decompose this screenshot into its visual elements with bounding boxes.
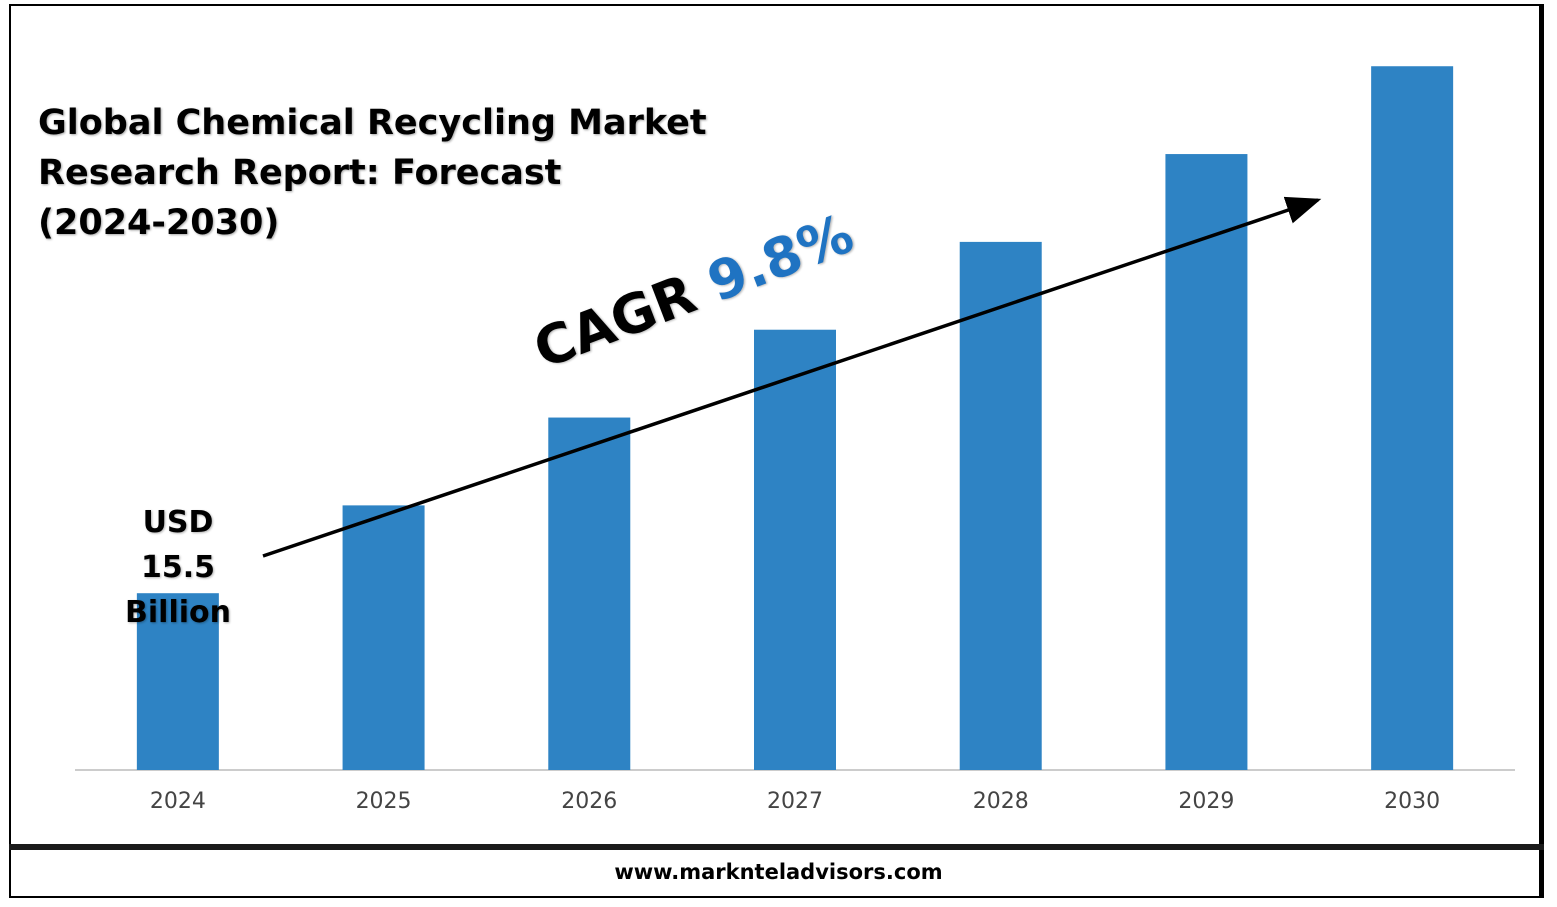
x-tick-2026: 2026 <box>561 789 617 814</box>
bar-2027 <box>754 329 836 770</box>
start-label-line-2: 15.5 <box>140 550 216 585</box>
chart-frame <box>9 4 1544 898</box>
bar-2030 <box>1371 66 1454 770</box>
title-line-2: Research Report: Forecast <box>38 153 562 193</box>
footer-divider <box>9 844 1544 850</box>
x-tick-2030: 2030 <box>1384 789 1440 814</box>
bar-2024 <box>136 593 219 770</box>
footer-url: www.marknteladvisors.com <box>614 860 943 884</box>
x-tick-2025: 2025 <box>356 789 412 814</box>
title-line-1: Global Chemical Recycling Market <box>38 103 707 143</box>
growth-arrow <box>262 196 1322 558</box>
x-tick-2029: 2029 <box>1178 789 1234 814</box>
start-label-line-1: USD <box>142 505 214 540</box>
bar-2028 <box>959 241 1042 770</box>
x-tick-2028: 2028 <box>973 789 1029 814</box>
bar-group <box>136 66 1454 770</box>
x-tick-2027: 2027 <box>767 789 823 814</box>
bar-2026 <box>548 417 631 770</box>
title-line-3: (2024-2030) <box>38 203 280 243</box>
bar-2025 <box>342 505 425 770</box>
bar-2029 <box>1165 154 1248 770</box>
x-tick-2024: 2024 <box>150 789 206 814</box>
chart-title: Global Chemical Recycling Market Researc… <box>38 98 758 248</box>
tick-label-group: 2024 2025 2026 2027 2028 2029 2030 <box>150 789 1440 814</box>
start-value-label: USD 15.5 Billion <box>118 500 238 635</box>
start-label-line-3: Billion <box>125 595 231 630</box>
